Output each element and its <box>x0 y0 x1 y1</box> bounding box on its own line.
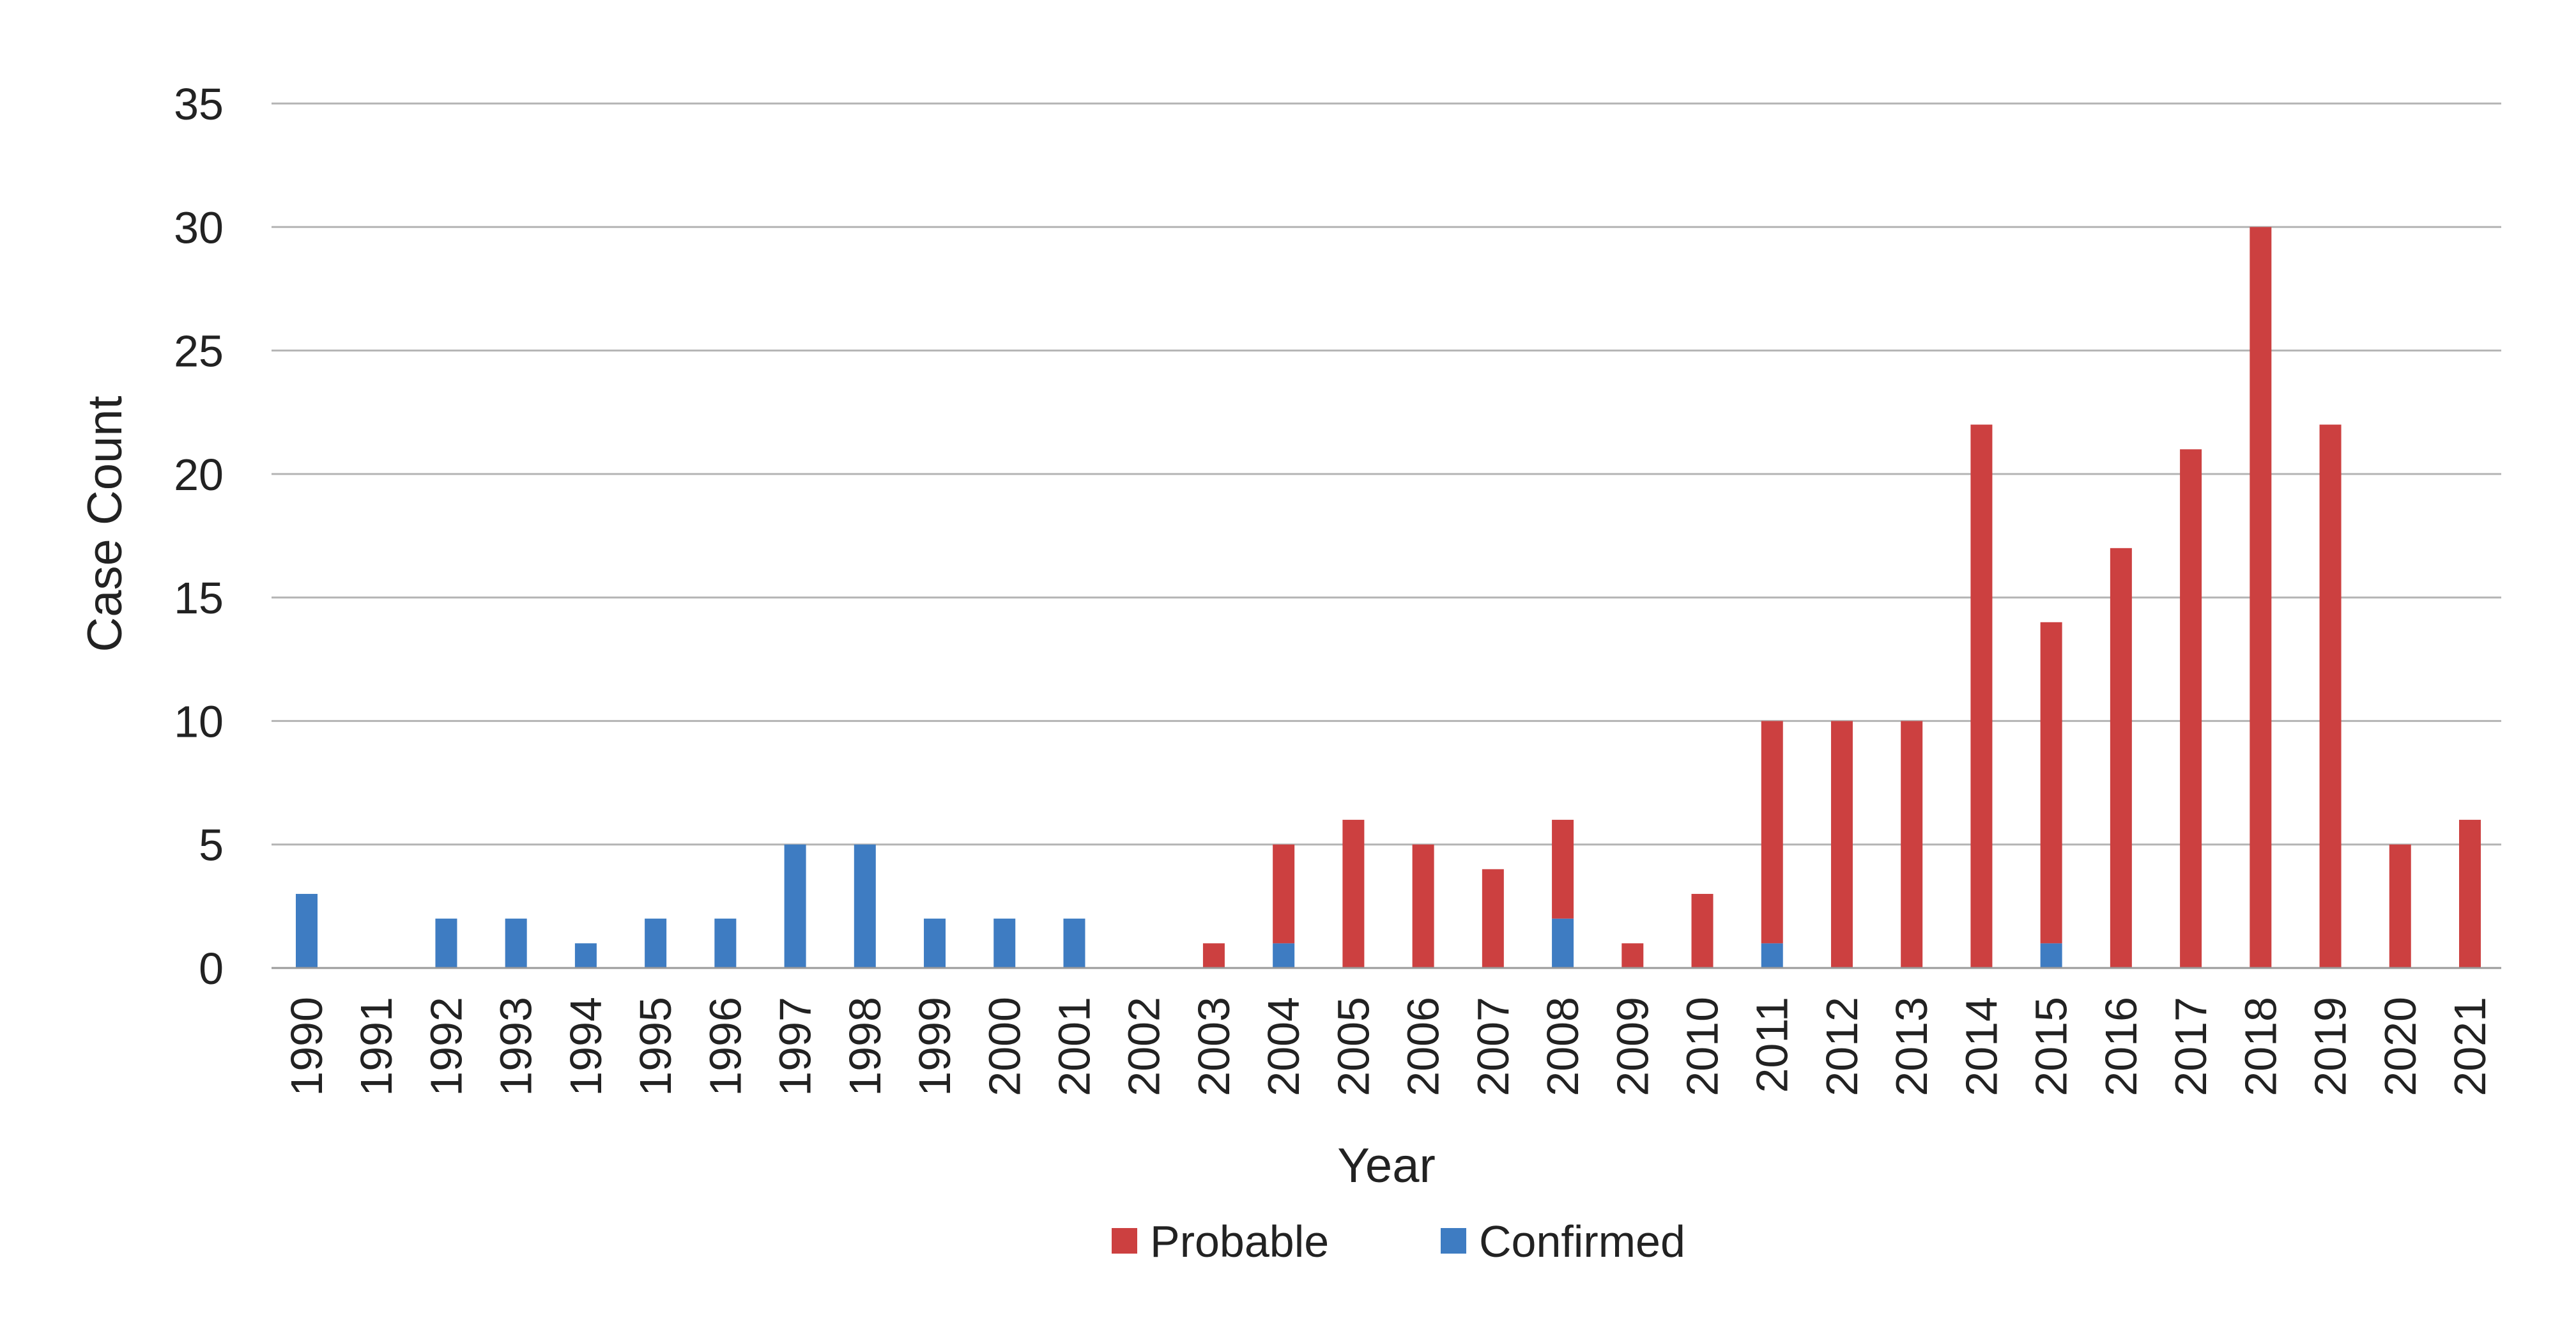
x-tick-label: 1995 <box>631 997 680 1096</box>
x-tick-label: 2015 <box>2027 997 2076 1096</box>
bar-confirmed-2011 <box>1761 943 1783 968</box>
x-tick-label: 2005 <box>1328 997 1378 1096</box>
bar-probable-2012 <box>1830 721 1853 968</box>
legend-label-confirmed: Confirmed <box>1479 1217 1685 1266</box>
bar-probable-2003 <box>1202 943 1225 968</box>
legend-swatch-confirmed <box>1441 1228 1466 1254</box>
y-tick-label: 10 <box>174 696 224 746</box>
x-tick-label: 1994 <box>561 997 611 1096</box>
bar-probable-2006 <box>1412 844 1434 968</box>
x-tick-label: 2009 <box>1607 997 1657 1096</box>
bar-confirmed-1995 <box>645 918 667 968</box>
x-tick-label: 2020 <box>2375 997 2425 1096</box>
x-tick-label: 2021 <box>2445 997 2495 1096</box>
x-tick-label: 2014 <box>1956 997 2006 1096</box>
bar-probable-2004 <box>1273 844 1295 944</box>
y-tick-label: 35 <box>174 79 224 129</box>
bar-probable-2005 <box>1342 820 1365 968</box>
x-tick-label: 1996 <box>700 997 750 1096</box>
x-axis-tick-labels: 1990 1991 1992 1993 1994 1995 1996 1997 1998 1999… <box>282 997 2495 1096</box>
bar-confirmed-1994 <box>574 943 597 968</box>
x-tick-label: 2001 <box>1049 997 1099 1096</box>
x-tick-label: 1997 <box>770 997 820 1096</box>
x-tick-label: 2000 <box>979 997 1029 1096</box>
x-tick-label: 2010 <box>1678 997 1728 1096</box>
bar-probable-2021 <box>2459 820 2481 968</box>
x-tick-label: 2007 <box>1468 997 1518 1096</box>
x-tick-label: 2003 <box>1189 997 1239 1096</box>
y-axis-title: Case Count <box>78 396 132 652</box>
bars <box>296 227 2481 969</box>
legend: Probable Confirmed <box>1112 1217 1685 1266</box>
x-tick-label: 2006 <box>1399 997 1448 1096</box>
legend-label-probable: Probable <box>1150 1217 1329 1266</box>
bar-confirmed-1999 <box>924 918 946 968</box>
bar-confirmed-1998 <box>854 844 876 968</box>
bar-probable-2018 <box>2250 227 2272 969</box>
bar-probable-2011 <box>1761 721 1783 944</box>
y-tick-label: 25 <box>174 326 224 376</box>
bar-probable-2015 <box>2040 622 2062 944</box>
x-tick-label: 1999 <box>910 997 960 1096</box>
y-axis-tick-labels: 0 5 10 15 20 25 30 35 <box>174 79 224 994</box>
bar-probable-2013 <box>1901 721 1923 968</box>
y-tick-label: 5 <box>199 820 224 870</box>
bar-confirmed-1990 <box>296 894 318 968</box>
x-tick-label: 2016 <box>2096 997 2146 1096</box>
bar-probable-2019 <box>2319 424 2342 968</box>
x-axis-title: Year <box>1337 1139 1436 1193</box>
bar-confirmed-2001 <box>1063 918 1085 968</box>
y-tick-label: 30 <box>174 203 224 252</box>
y-tick-label: 20 <box>174 450 224 500</box>
y-tick-label: 15 <box>174 573 224 623</box>
x-tick-label: 2011 <box>1747 997 1797 1093</box>
y-tick-label: 0 <box>199 944 224 994</box>
bar-probable-2020 <box>2389 844 2411 968</box>
gridlines <box>272 102 2501 846</box>
x-tick-label: 2019 <box>2306 997 2356 1096</box>
bar-probable-2009 <box>1621 943 1644 968</box>
bar-probable-2008 <box>1552 820 1574 919</box>
bar-confirmed-2008 <box>1552 918 1574 968</box>
bar-confirmed-2000 <box>993 918 1016 968</box>
legend-swatch-probable <box>1112 1228 1137 1254</box>
bar-probable-2017 <box>2180 449 2202 968</box>
x-tick-label: 1993 <box>491 997 541 1096</box>
bar-confirmed-1997 <box>784 844 806 968</box>
x-tick-label: 2008 <box>1538 997 1588 1096</box>
bar-confirmed-1992 <box>435 918 457 968</box>
x-tick-label: 1998 <box>840 997 890 1096</box>
bar-probable-2010 <box>1691 894 1713 968</box>
x-tick-label: 1990 <box>282 997 332 1096</box>
bar-confirmed-1996 <box>714 918 737 968</box>
bar-probable-2007 <box>1482 869 1504 968</box>
bar-confirmed-2004 <box>1273 943 1295 968</box>
x-tick-label: 2018 <box>2235 997 2285 1096</box>
x-tick-label: 1991 <box>351 997 401 1096</box>
x-tick-label: 2012 <box>1817 997 1867 1096</box>
bar-probable-2014 <box>1970 424 1993 968</box>
bar-confirmed-1993 <box>505 918 527 968</box>
x-tick-label: 2004 <box>1259 997 1308 1096</box>
bar-confirmed-2015 <box>2040 943 2062 968</box>
bar-probable-2016 <box>2110 548 2132 968</box>
x-tick-label: 2002 <box>1119 997 1169 1096</box>
x-tick-label: 2017 <box>2166 997 2216 1096</box>
x-tick-label: 2013 <box>1887 997 1936 1096</box>
x-tick-label: 1992 <box>421 997 471 1096</box>
